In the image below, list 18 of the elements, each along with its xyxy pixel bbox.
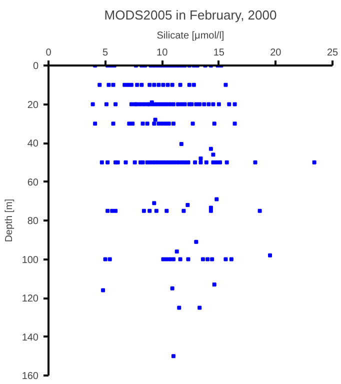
chart-title: MODS2005 in February, 2000 xyxy=(104,8,277,22)
x-tick-label: 10 xyxy=(156,48,168,58)
x-tick-label: 5 xyxy=(102,48,109,58)
y-tick-label: 0 xyxy=(32,61,39,72)
y-tick-label: 100 xyxy=(22,254,39,266)
y-tick-label: 20 xyxy=(27,100,39,111)
x-tick-label: 15 xyxy=(213,48,225,58)
y-tick-label: 120 xyxy=(22,294,39,304)
y-axis-title: Depth [m] xyxy=(4,198,15,242)
y-tick-label: 60 xyxy=(27,177,39,188)
y-tick-label: 80 xyxy=(27,216,39,227)
x-tick-label: 25 xyxy=(326,48,338,58)
y-tick-label: 160 xyxy=(22,371,39,382)
y-tick-label: 40 xyxy=(27,138,39,150)
y-tick-label: 140 xyxy=(22,332,39,344)
x-tick-label: 20 xyxy=(270,48,282,58)
x-tick-label: 0 xyxy=(46,48,52,58)
x-axis-title: Silicate [μmol/l] xyxy=(156,30,224,42)
